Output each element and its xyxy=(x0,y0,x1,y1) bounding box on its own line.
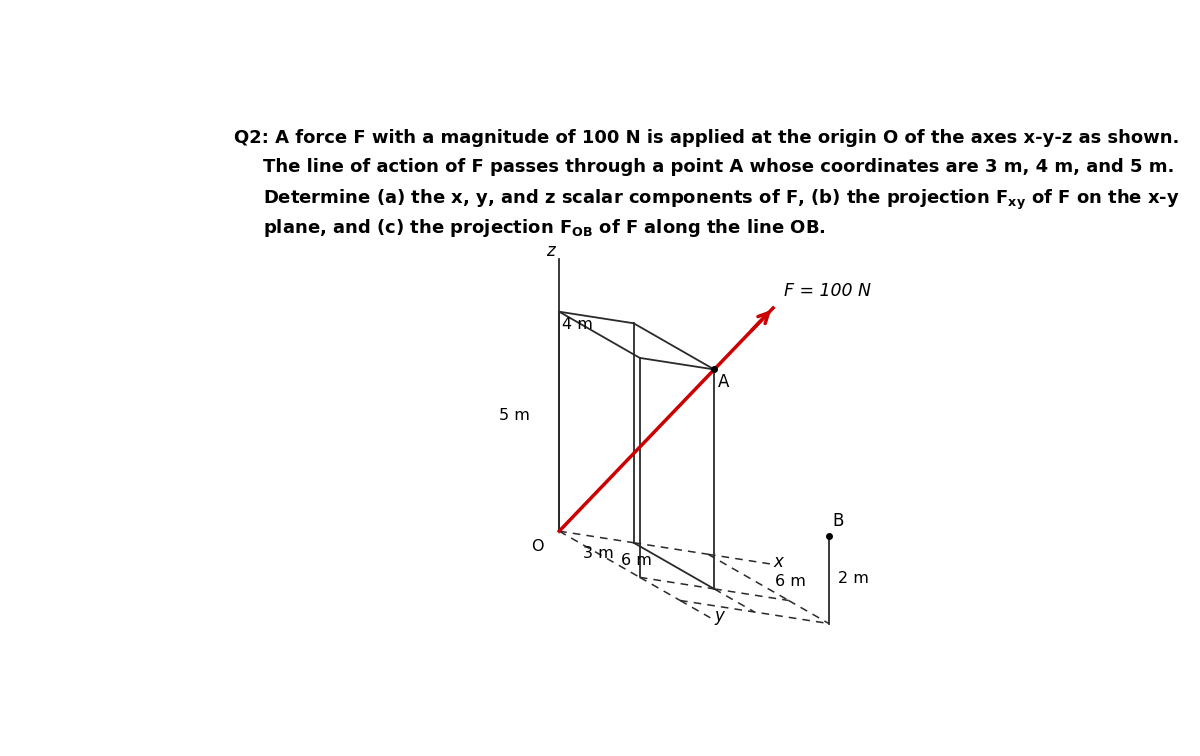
Text: 3 m: 3 m xyxy=(582,546,613,561)
Text: Determine (a) the x, y, and z scalar components of F, (b) the projection F$_{\ma: Determine (a) the x, y, and z scalar com… xyxy=(263,187,1180,212)
Text: F = 100 N: F = 100 N xyxy=(784,282,871,300)
Text: 6 m: 6 m xyxy=(622,553,652,569)
Text: O: O xyxy=(532,539,544,554)
Text: 2 m: 2 m xyxy=(839,571,869,586)
Text: Q2: A force F with a magnitude of 100 N is applied at the origin O of the axes x: Q2: A force F with a magnitude of 100 N … xyxy=(234,129,1180,147)
Text: B: B xyxy=(833,512,844,530)
Text: A: A xyxy=(718,373,730,391)
Text: The line of action of F passes through a point A whose coordinates are 3 m, 4 m,: The line of action of F passes through a… xyxy=(263,159,1175,176)
Text: plane, and (c) the projection F$_{\mathregular{OB}}$ of F along the line OB.: plane, and (c) the projection F$_{\mathr… xyxy=(263,217,826,239)
Text: y: y xyxy=(714,607,724,625)
Text: 6 m: 6 m xyxy=(775,574,805,589)
Text: 4 m: 4 m xyxy=(563,317,593,332)
Text: x: x xyxy=(773,553,782,571)
Text: z: z xyxy=(546,242,554,260)
Text: 5 m: 5 m xyxy=(499,408,529,423)
